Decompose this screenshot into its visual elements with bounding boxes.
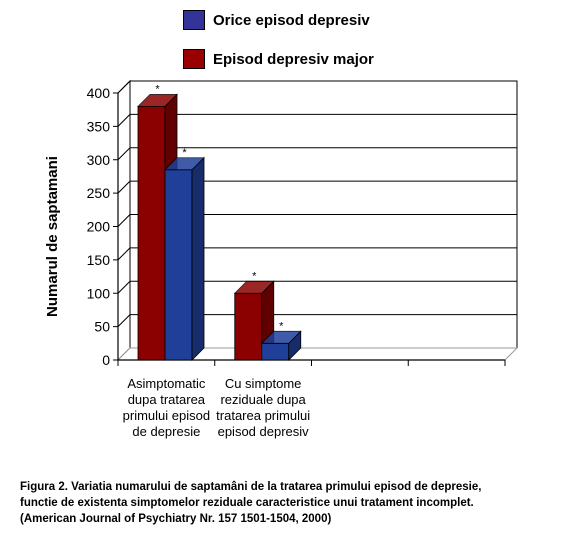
chart-figure: Orice episod depresiv Episod depresiv ma… — [44, 10, 519, 440]
x-category-label: Cu simptome reziduale dupa tratarea primul… — [215, 376, 311, 440]
x-category-label-line: de depresie — [132, 424, 201, 439]
caption-line-1: Figura 2. Variatia numarului de saptamân… — [20, 481, 482, 493]
bar-top — [137, 93, 178, 107]
gridline — [117, 247, 517, 261]
x-category-label-line: tratarea primului — [216, 408, 311, 423]
y-tick-label: 50 — [94, 319, 110, 335]
gridline — [117, 147, 517, 161]
legend-swatch-major-episode — [183, 49, 205, 69]
y-tick-label: 150 — [87, 252, 111, 268]
bar-top — [164, 157, 205, 171]
x-category-label-line: episod depresiv — [217, 424, 309, 439]
gridline — [117, 280, 517, 294]
y-tick-label: 400 — [87, 85, 111, 101]
legend-item-major-episode: Episod depresiv major — [183, 49, 374, 69]
x-category-label-line: Cu simptome — [224, 376, 302, 391]
x-category-label-line: reziduale dupa — [220, 392, 306, 407]
gridline — [117, 214, 517, 227]
legend-label-major-episode: Episod depresiv major — [213, 50, 374, 68]
y-axis-title: Numarul de saptamani — [44, 156, 61, 317]
y-tick-label: 0 — [102, 352, 110, 368]
legend-item-any-episode: Orice episod depresiv — [183, 10, 370, 30]
significance-marker: * — [182, 147, 187, 159]
y-tick-label: 200 — [87, 219, 111, 235]
x-category-label: Asimptomatic dupa tratarea primului episod… — [118, 376, 214, 440]
gridline — [117, 80, 517, 94]
caption-line-2: functie de existenta simptomelor rezidua… — [20, 497, 474, 509]
figure-caption: Figura 2. Variatia numarului de saptamân… — [20, 479, 565, 527]
significance-marker: * — [279, 320, 284, 332]
y-tick-label: 100 — [87, 285, 111, 301]
bar-chart: 0 50 100 150 200 250 300 350 400 Numarul de sapta… — [44, 79, 519, 368]
bar — [137, 105, 166, 361]
gridline — [117, 113, 517, 127]
bar-top — [260, 330, 302, 344]
y-tick-label: 300 — [87, 152, 111, 168]
bar — [234, 292, 263, 361]
x-category-label-line: Asimptomatic — [127, 376, 206, 391]
x-category-label-line: dupa tratarea — [127, 392, 206, 407]
bar — [261, 342, 290, 361]
x-category-label-line: primului episod — [122, 408, 211, 423]
gridline — [117, 180, 517, 194]
bar-side — [191, 156, 205, 361]
legend-label-any-episode: Orice episod depresiv — [213, 11, 370, 29]
bar — [164, 169, 193, 361]
y-tick-label: 250 — [87, 185, 111, 201]
significance-marker: * — [155, 83, 160, 95]
caption-line-3: (American Journal of Psychiatry Nr. 157 … — [20, 513, 332, 525]
significance-marker: * — [252, 270, 257, 282]
bar-top — [233, 280, 275, 294]
gridline — [117, 314, 517, 327]
y-tick-label: 350 — [87, 118, 111, 134]
legend-swatch-any-episode — [183, 10, 205, 30]
